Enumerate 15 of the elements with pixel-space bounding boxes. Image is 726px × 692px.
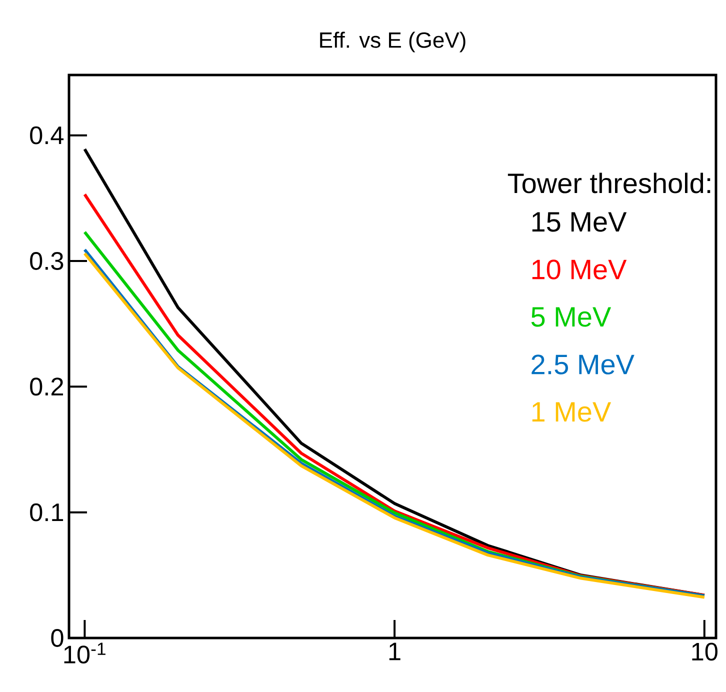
- text: 10 MeV: [532, 260, 627, 280]
- text: 15 MeV: [532, 212, 627, 232]
- y-tick-label: 0.4: [30, 126, 64, 144]
- y-tick-label: 0: [51, 629, 64, 647]
- text: 2.5 MeV: [532, 354, 634, 374]
- chart-title: Eff. vs E (GeV): [320, 32, 466, 52]
- y-tick-label: 0.2: [30, 378, 64, 396]
- legend-title: Tower threshold:: [508, 172, 710, 194]
- x-tick-label: 10$^{-1}$: [64, 642, 106, 664]
- x-tick-label: 1: [389, 642, 400, 660]
- y-tick-label: 0.3: [30, 252, 64, 270]
- text: 5 MeV: [531, 307, 612, 327]
- x-tick-label: 10: [692, 642, 718, 661]
- y-tick-label: 0.1: [30, 503, 64, 522]
- text: 1 MeV: [532, 402, 612, 422]
